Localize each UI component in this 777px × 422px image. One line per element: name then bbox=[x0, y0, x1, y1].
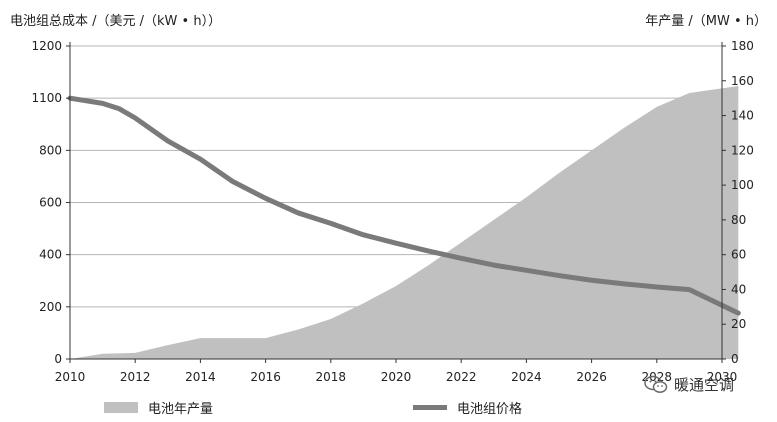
y-axis-right-title: 年产量 /（MW • h） bbox=[645, 14, 767, 29]
y-right-tick-label: 160 bbox=[731, 74, 754, 88]
y-right-tick-label: 100 bbox=[731, 178, 754, 192]
legend-label-production: 电池年产量 bbox=[148, 402, 214, 417]
y-right-tick-label: 180 bbox=[731, 39, 754, 53]
y-left-tick-label: 1200 bbox=[31, 39, 62, 53]
y-right-tick-label: 80 bbox=[731, 213, 746, 227]
y-left-tick-label: 800 bbox=[39, 143, 62, 157]
y-axis-left-title: 电池组总成本 /（美元 /（kW • h）） bbox=[10, 14, 222, 29]
y-left-tick-label: 600 bbox=[39, 196, 62, 210]
x-tick-label: 2026 bbox=[576, 370, 607, 384]
legend-swatch-production bbox=[104, 402, 138, 413]
y-left-tick-label: 200 bbox=[39, 300, 62, 314]
x-tick-label: 2012 bbox=[120, 370, 151, 384]
x-tick-label: 2022 bbox=[446, 370, 477, 384]
series-area-production bbox=[70, 85, 739, 359]
legend-item-price: 电池组价格 bbox=[413, 398, 522, 417]
y-right-tick-label: 140 bbox=[731, 109, 754, 123]
legend-label-price: 电池组价格 bbox=[457, 402, 523, 417]
watermark: 暖通空调 bbox=[644, 374, 734, 395]
y-right-tick-label: 60 bbox=[731, 248, 746, 262]
series-line-price bbox=[67, 95, 741, 316]
y-left-tick-label: 1100 bbox=[31, 91, 62, 105]
y-right-tick-label: 120 bbox=[731, 143, 754, 157]
y-left-tick-label: 0 bbox=[54, 352, 62, 366]
legend-item-production: 电池年产量 bbox=[104, 398, 213, 417]
y-right-tick-label: 0 bbox=[731, 352, 739, 366]
y-left-tick-label: 400 bbox=[39, 248, 62, 262]
x-tick-label: 2030 bbox=[707, 370, 738, 384]
y-right-tick-label: 20 bbox=[731, 317, 746, 331]
x-tick-label: 2024 bbox=[511, 370, 542, 384]
x-tick-label: 2010 bbox=[55, 370, 86, 384]
x-tick-label: 2014 bbox=[185, 370, 216, 384]
watermark-text: 暖通空调 bbox=[674, 376, 735, 394]
legend-swatch-price bbox=[413, 405, 447, 410]
x-tick-label: 2018 bbox=[316, 370, 347, 384]
x-tick-label: 2020 bbox=[381, 370, 412, 384]
wechat-icon bbox=[644, 375, 668, 393]
x-tick-label: 2016 bbox=[250, 370, 281, 384]
y-right-tick-label: 40 bbox=[731, 282, 746, 296]
